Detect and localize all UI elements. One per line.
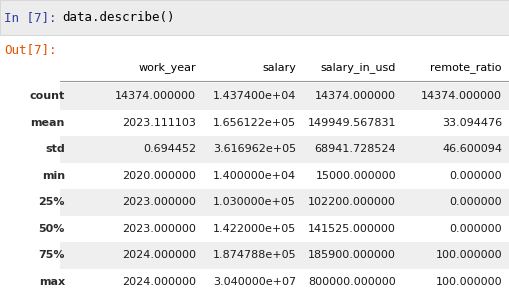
Text: 141525.000000: 141525.000000: [307, 224, 395, 234]
Text: 14374.000000: 14374.000000: [115, 91, 195, 101]
Text: In [7]:: In [7]:: [4, 11, 56, 24]
Text: min: min: [42, 171, 65, 181]
Text: max: max: [39, 277, 65, 287]
Text: 1.030000e+05: 1.030000e+05: [213, 197, 295, 207]
Text: 15000.000000: 15000.000000: [315, 171, 395, 181]
Text: 68941.728524: 68941.728524: [314, 144, 395, 154]
Text: 2023.000000: 2023.000000: [122, 197, 195, 207]
Bar: [60, 109, 509, 136]
Text: 800000.000000: 800000.000000: [307, 277, 395, 287]
Text: 100.000000: 100.000000: [435, 250, 501, 260]
Text: 1.656122e+05: 1.656122e+05: [212, 118, 295, 128]
Text: 14374.000000: 14374.000000: [315, 91, 395, 101]
Text: 1.874788e+05: 1.874788e+05: [212, 250, 295, 260]
Text: remote_ratio: remote_ratio: [430, 63, 501, 74]
Text: 1.400000e+04: 1.400000e+04: [212, 171, 295, 181]
Text: 0.000000: 0.000000: [448, 224, 501, 234]
Bar: [60, 163, 509, 189]
Text: 2023.000000: 2023.000000: [122, 224, 195, 234]
Bar: [60, 216, 509, 242]
Text: 1.422000e+05: 1.422000e+05: [212, 224, 295, 234]
Text: 149949.567831: 149949.567831: [307, 118, 395, 128]
Text: Out[7]:: Out[7]:: [4, 43, 56, 57]
Text: mean: mean: [31, 118, 65, 128]
Text: 14374.000000: 14374.000000: [420, 91, 501, 101]
Bar: [60, 136, 509, 163]
Text: 3.040000e+07: 3.040000e+07: [212, 277, 295, 287]
Text: 0.000000: 0.000000: [448, 197, 501, 207]
Text: 46.600094: 46.600094: [441, 144, 501, 154]
Bar: [0, 0, 509, 35]
Text: data.describe(): data.describe(): [62, 11, 174, 24]
Text: 2024.000000: 2024.000000: [122, 250, 195, 260]
Text: 2024.000000: 2024.000000: [122, 277, 195, 287]
Text: 102200.000000: 102200.000000: [307, 197, 395, 207]
Bar: [60, 242, 509, 268]
Text: 50%: 50%: [39, 224, 65, 234]
Text: salary: salary: [262, 63, 295, 73]
Text: 1.437400e+04: 1.437400e+04: [212, 91, 295, 101]
Text: 0.000000: 0.000000: [448, 171, 501, 181]
Text: 75%: 75%: [38, 250, 65, 260]
Text: 2023.111103: 2023.111103: [122, 118, 195, 128]
Text: 33.094476: 33.094476: [441, 118, 501, 128]
Text: work_year: work_year: [138, 63, 195, 74]
Bar: [60, 268, 509, 295]
Text: 0.694452: 0.694452: [143, 144, 195, 154]
Bar: [60, 189, 509, 216]
Text: 100.000000: 100.000000: [435, 277, 501, 287]
Text: salary_in_usd: salary_in_usd: [320, 63, 395, 74]
Text: 3.616962e+05: 3.616962e+05: [212, 144, 295, 154]
Text: 2020.000000: 2020.000000: [122, 171, 195, 181]
Text: 25%: 25%: [38, 197, 65, 207]
Text: count: count: [30, 91, 65, 101]
Text: 185900.000000: 185900.000000: [307, 250, 395, 260]
Bar: [60, 83, 509, 109]
Text: std: std: [45, 144, 65, 154]
